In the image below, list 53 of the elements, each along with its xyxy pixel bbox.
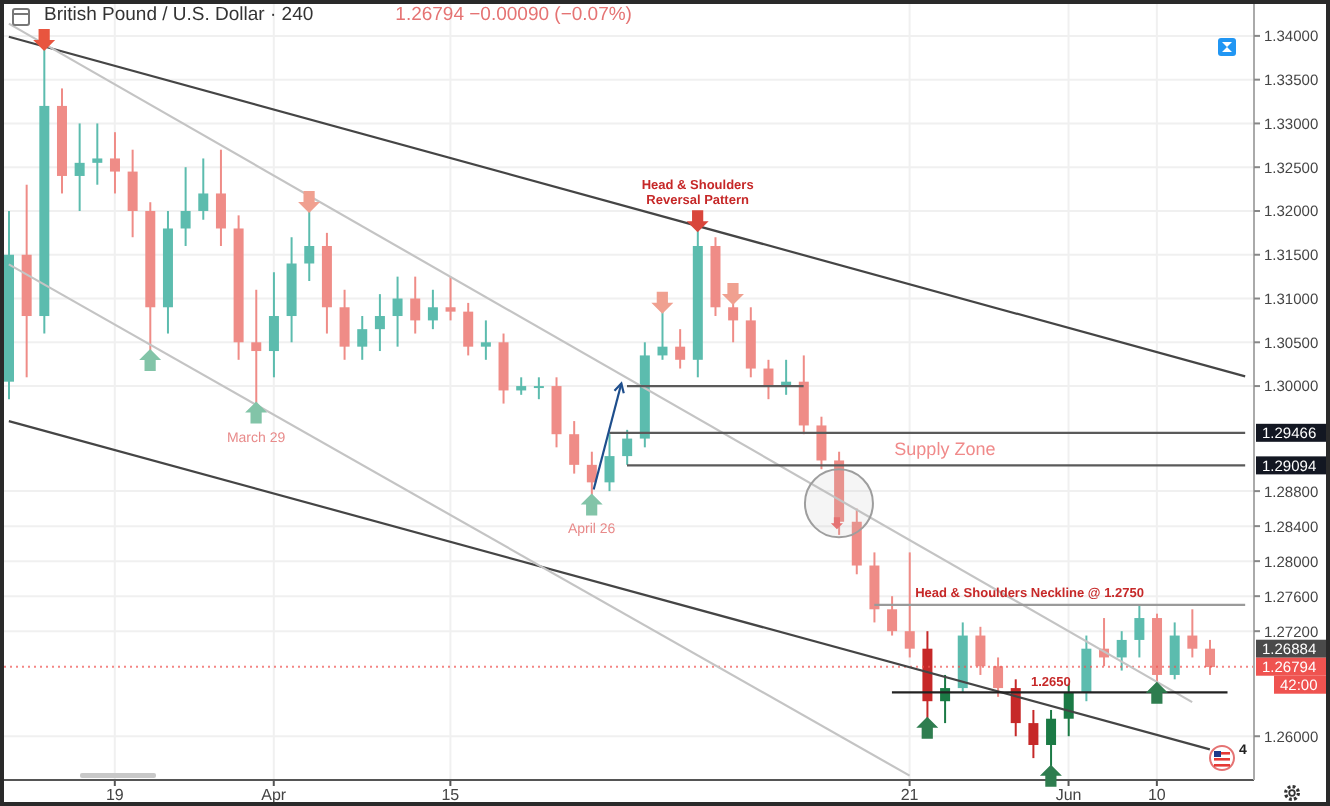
candlestick — [586, 450, 597, 497]
x-tick-label: Apr — [261, 786, 287, 804]
candlestick — [215, 148, 226, 247]
candlestick — [268, 271, 279, 379]
candlestick — [251, 288, 262, 405]
candlestick — [463, 301, 474, 357]
candlestick — [533, 376, 544, 401]
candlestick — [904, 551, 915, 659]
candlestick — [127, 148, 138, 239]
candlestick — [1046, 708, 1057, 768]
candlestick — [887, 595, 898, 637]
candlestick — [1187, 608, 1198, 659]
x-tick-label: 10 — [1147, 786, 1167, 804]
x-tick-label: 15 — [441, 786, 461, 804]
x-tick-label: Jun — [1055, 786, 1082, 804]
candlestick — [763, 358, 774, 401]
candlestick — [427, 288, 438, 331]
x-tick-label: 21 — [900, 786, 920, 804]
candlestick — [357, 315, 368, 361]
candlestick — [1169, 621, 1180, 681]
candlestick — [74, 122, 85, 212]
candlestick — [869, 551, 880, 624]
candlestick — [993, 656, 1004, 698]
candlestick — [374, 293, 385, 353]
candlestick — [975, 625, 986, 676]
candlestick — [198, 157, 209, 221]
candlestick — [1081, 634, 1092, 703]
candlestick — [851, 507, 862, 576]
candlestick — [816, 415, 827, 471]
candlestick — [1134, 603, 1145, 659]
candlestick — [657, 310, 668, 361]
candlestick — [569, 420, 580, 475]
candlestick — [1116, 630, 1127, 672]
candlestick — [728, 301, 739, 344]
chart-title: British Pound / U.S. Dollar · 240 — [44, 4, 314, 28]
candlestick — [339, 288, 350, 361]
candlestick — [304, 209, 315, 283]
candlestick — [604, 433, 615, 493]
candlestick — [1205, 638, 1216, 676]
candlestick — [675, 328, 686, 370]
annotation: Supply Zone — [894, 439, 996, 460]
candlestick — [410, 275, 421, 335]
candlestick — [480, 319, 491, 361]
candlestick — [392, 275, 403, 348]
candlestick — [445, 275, 456, 322]
x-tick-label: 19 — [105, 786, 125, 804]
candlestick — [1028, 708, 1039, 760]
candlestick — [798, 354, 809, 436]
chart-subtitle: 1.26794 −0.00090 (−0.07%) — [395, 4, 632, 28]
candlestick — [109, 131, 120, 195]
candlestick — [622, 428, 633, 466]
candlestick — [180, 166, 191, 247]
candlestick — [92, 122, 103, 186]
